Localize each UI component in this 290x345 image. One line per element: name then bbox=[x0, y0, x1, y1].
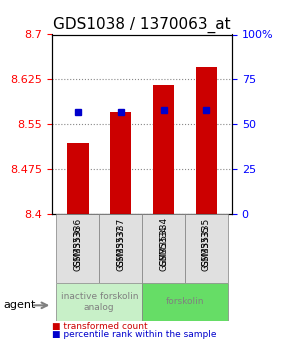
Text: inactive forskolin
analog: inactive forskolin analog bbox=[61, 292, 138, 312]
Text: ■ percentile rank within the sample: ■ percentile rank within the sample bbox=[52, 330, 217, 339]
FancyBboxPatch shape bbox=[142, 283, 228, 321]
Text: GSM35337: GSM35337 bbox=[116, 217, 125, 267]
FancyBboxPatch shape bbox=[142, 214, 185, 283]
Text: ■ transformed count: ■ transformed count bbox=[52, 322, 148, 331]
Text: GSM35336: GSM35336 bbox=[73, 217, 82, 267]
FancyBboxPatch shape bbox=[57, 214, 99, 283]
Text: GSM35337: GSM35337 bbox=[116, 226, 125, 271]
Bar bbox=[110, 112, 131, 214]
Text: agent: agent bbox=[3, 300, 35, 310]
Bar bbox=[196, 67, 217, 214]
Text: GSM35336: GSM35336 bbox=[73, 226, 82, 271]
Text: GSM35335: GSM35335 bbox=[202, 217, 211, 267]
Text: GSM35334: GSM35334 bbox=[159, 217, 168, 266]
Bar bbox=[153, 85, 174, 214]
Text: GSM35334: GSM35334 bbox=[159, 226, 168, 271]
Text: forskolin: forskolin bbox=[166, 297, 204, 306]
Text: GSM35335: GSM35335 bbox=[202, 226, 211, 271]
FancyBboxPatch shape bbox=[57, 283, 142, 321]
FancyBboxPatch shape bbox=[99, 214, 142, 283]
Bar bbox=[67, 143, 88, 214]
Title: GDS1038 / 1370063_at: GDS1038 / 1370063_at bbox=[53, 17, 231, 33]
FancyBboxPatch shape bbox=[185, 214, 228, 283]
